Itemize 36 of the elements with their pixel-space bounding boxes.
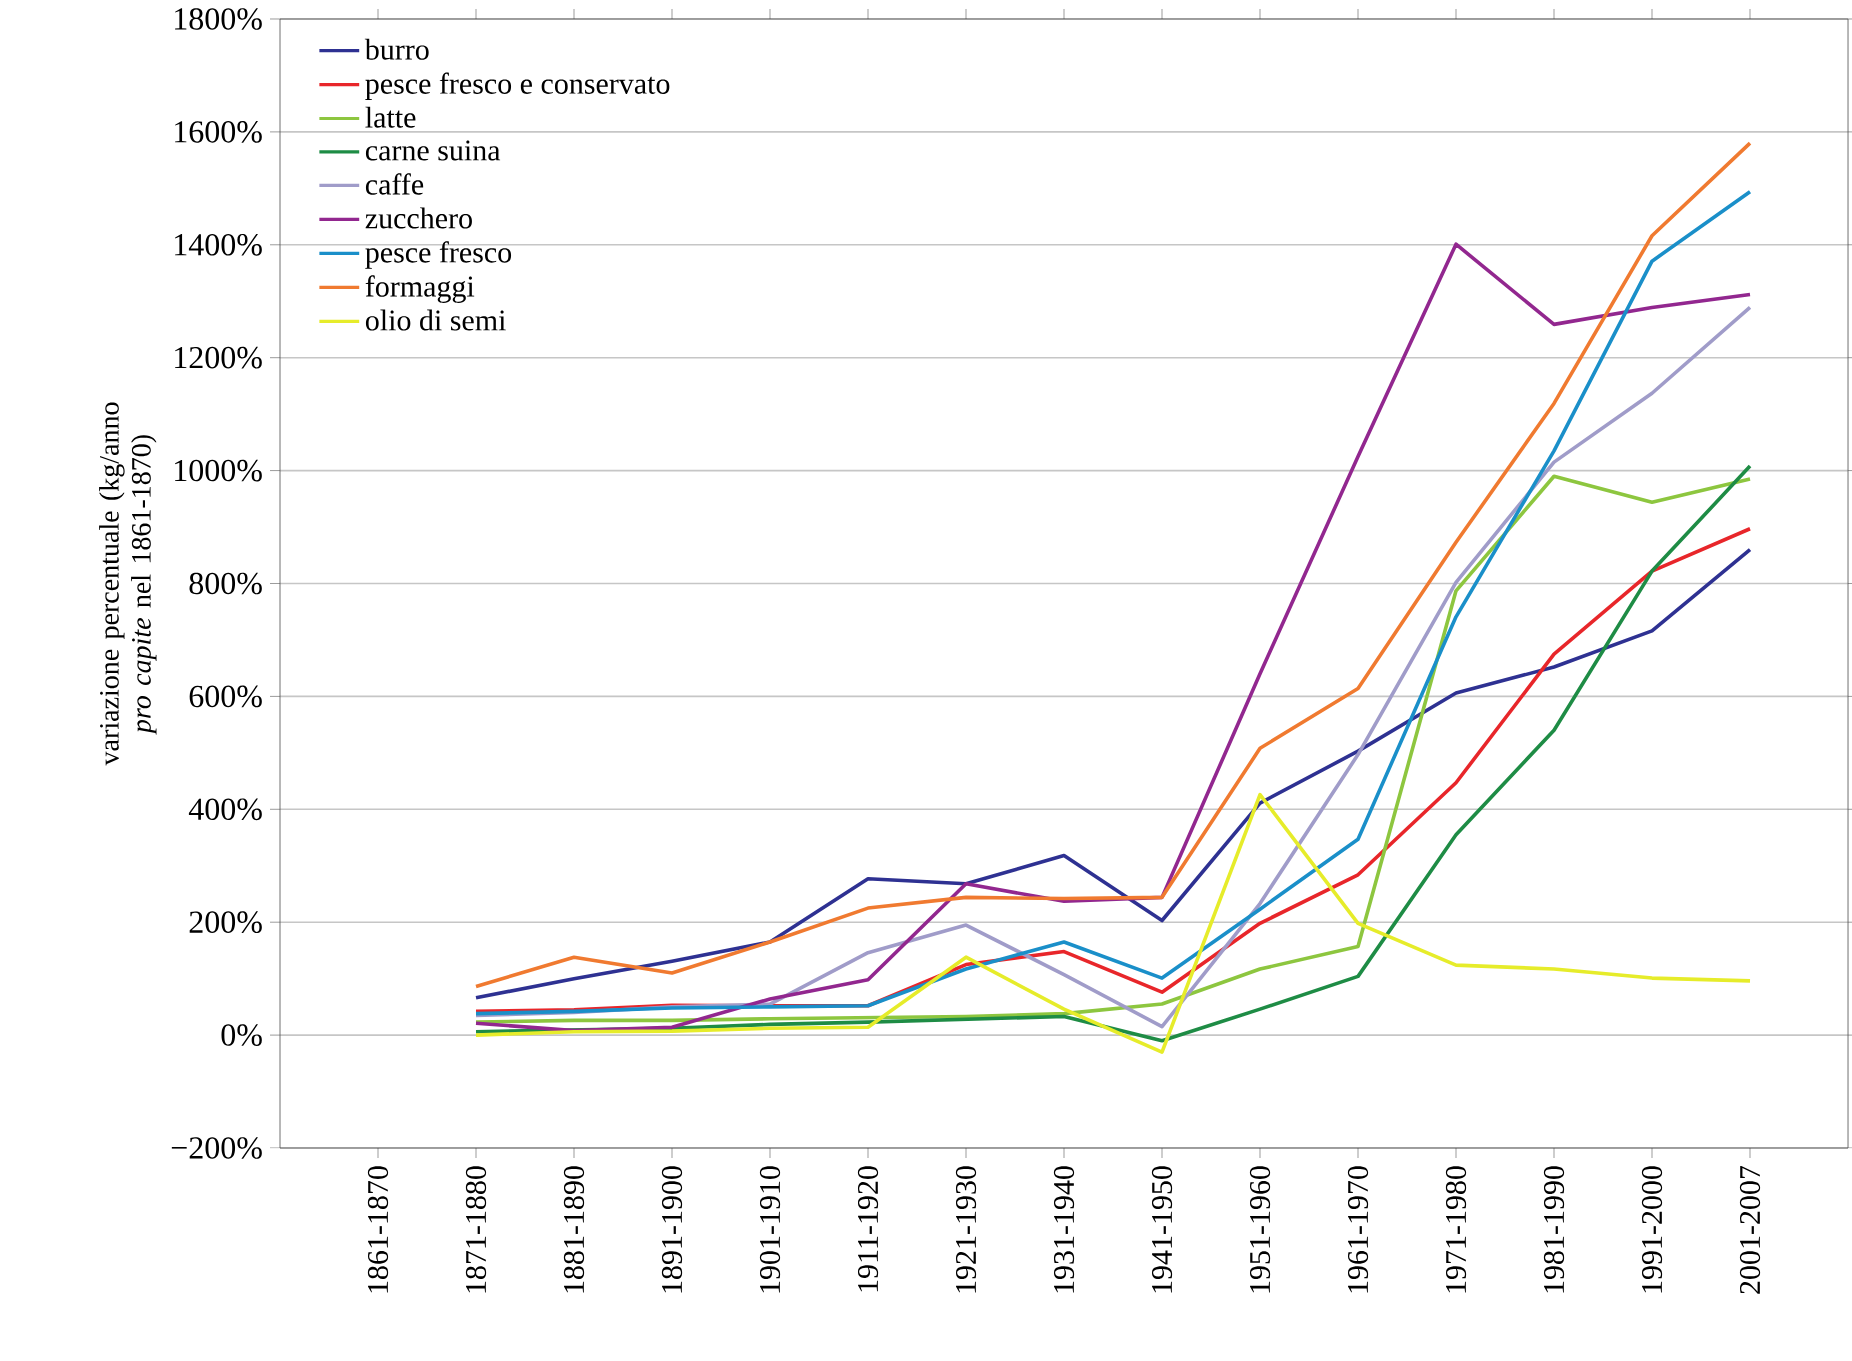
y-tick-label: −200% (171, 1137, 262, 1159)
legend-label: zucchero (365, 207, 472, 229)
y-tick-label: 1000% (175, 459, 262, 482)
x-tick-label: 1871-1880 (465, 1166, 487, 1293)
x-tick-label: 1991-2000 (1641, 1166, 1663, 1293)
x-tick-label: 1881-1890 (563, 1166, 585, 1293)
legend-label: caffe (365, 173, 424, 195)
y-tick-label: 200% (189, 911, 262, 934)
line-series (474, 792, 1752, 1054)
x-tick-label: 2001-2007 (1739, 1165, 1761, 1294)
x-tick-label: 1981-1990 (1543, 1166, 1565, 1293)
x-tick-label: 1971-1980 (1445, 1166, 1467, 1293)
y-tick-label: 400% (188, 798, 262, 821)
y-tick-label: 600% (189, 685, 262, 708)
x-tick-label: 1951-1960 (1249, 1166, 1271, 1293)
x-tick-label: 1901-1910 (759, 1166, 781, 1293)
y-tick-label: 0% (221, 1024, 262, 1046)
y-tick-label: 1800% (175, 8, 262, 30)
legend-label: pesce fresco e conservato (365, 72, 670, 101)
y-tick-label: 1200% (175, 346, 262, 369)
y-tick-label: 800% (189, 572, 262, 595)
legend-label: formaggi (365, 275, 475, 303)
legend-label: latte (365, 106, 416, 128)
legend-label: pesce fresco (365, 241, 512, 269)
x-tick-label: 1891-1900 (661, 1166, 683, 1293)
x-tick-label: 1941-1950 (1151, 1166, 1173, 1293)
x-tick-label: 1921-1930 (955, 1166, 977, 1293)
x-tick-label: 1961-1970 (1347, 1166, 1369, 1293)
legend-label: olio di semi (365, 309, 506, 331)
x-tick-label: 1931-1940 (1053, 1166, 1075, 1293)
x-tick-label: 1911-1920 (857, 1166, 879, 1292)
x-tick-label: 1861-1870 (367, 1166, 389, 1293)
legend-label: carne suina (365, 140, 501, 161)
legend-label: burro (364, 38, 429, 60)
y-tick-label: 1400% (175, 233, 262, 256)
y-tick-label: 1600% (175, 121, 262, 143)
